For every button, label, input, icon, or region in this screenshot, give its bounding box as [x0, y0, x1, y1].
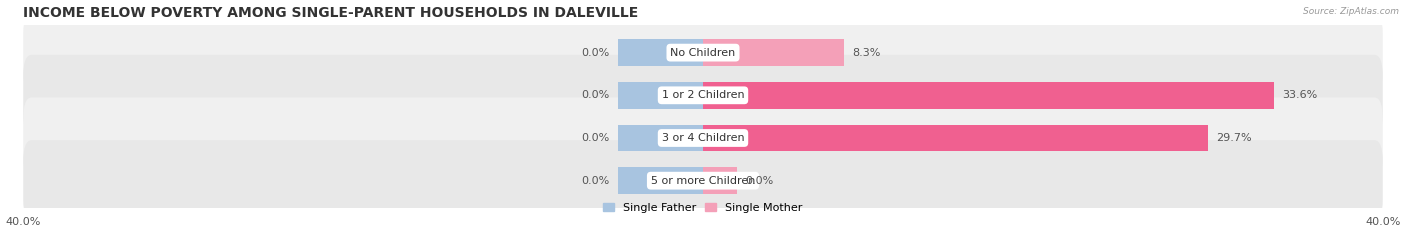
Bar: [703, 82, 1274, 109]
Bar: [619, 168, 703, 194]
FancyBboxPatch shape: [24, 140, 1382, 221]
Bar: [619, 125, 703, 151]
Text: INCOME BELOW POVERTY AMONG SINGLE-PARENT HOUSEHOLDS IN DALEVILLE: INCOME BELOW POVERTY AMONG SINGLE-PARENT…: [24, 6, 638, 20]
Bar: [703, 168, 737, 194]
Bar: [703, 125, 1208, 151]
Text: 0.0%: 0.0%: [581, 133, 610, 143]
FancyBboxPatch shape: [24, 97, 1382, 178]
FancyBboxPatch shape: [24, 55, 1382, 136]
Text: 29.7%: 29.7%: [1216, 133, 1251, 143]
Text: 0.0%: 0.0%: [581, 90, 610, 100]
Text: 1 or 2 Children: 1 or 2 Children: [662, 90, 744, 100]
Text: 8.3%: 8.3%: [852, 48, 882, 58]
Legend: Single Father, Single Mother: Single Father, Single Mother: [599, 199, 807, 218]
FancyBboxPatch shape: [24, 12, 1382, 93]
Bar: [619, 82, 703, 109]
Text: 0.0%: 0.0%: [581, 48, 610, 58]
Text: 0.0%: 0.0%: [745, 176, 773, 186]
Text: 3 or 4 Children: 3 or 4 Children: [662, 133, 744, 143]
Text: No Children: No Children: [671, 48, 735, 58]
Text: Source: ZipAtlas.com: Source: ZipAtlas.com: [1303, 7, 1399, 16]
Bar: [703, 39, 844, 66]
Text: 33.6%: 33.6%: [1282, 90, 1317, 100]
Text: 0.0%: 0.0%: [581, 176, 610, 186]
Text: 5 or more Children: 5 or more Children: [651, 176, 755, 186]
Bar: [619, 39, 703, 66]
